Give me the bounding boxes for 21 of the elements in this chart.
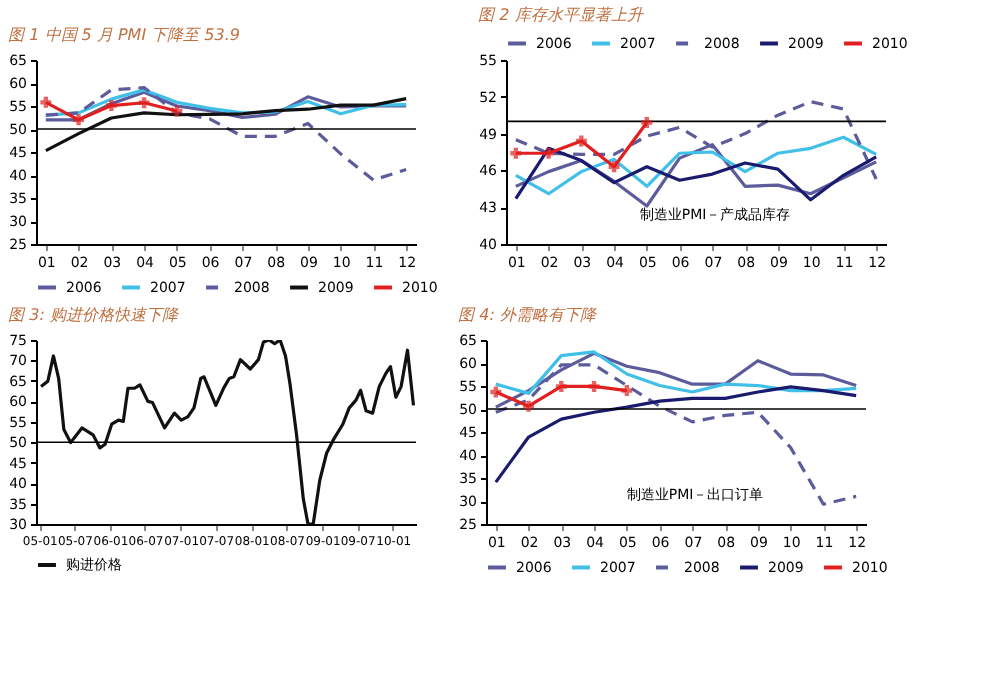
point: [555, 380, 567, 392]
point: [105, 100, 117, 112]
chart-title: 图 3: 购进价格快速下降: [8, 306, 180, 324]
point: [575, 135, 587, 147]
point: [543, 147, 555, 159]
point: [523, 400, 535, 412]
chart-title: 图 4: 外需略有下降: [458, 306, 598, 324]
point: [171, 105, 183, 117]
point: [40, 96, 52, 108]
point: [588, 380, 600, 392]
point: [621, 385, 633, 397]
chart-title: 图 1 中国 5 月 PMI 下降至 53.9: [8, 26, 240, 44]
point: [510, 147, 522, 159]
chart-title: 图 2 库存水平显著上升: [478, 6, 645, 24]
line-series: [494, 385, 858, 484]
line-series: [514, 135, 878, 196]
point: [138, 97, 150, 109]
point: [608, 161, 620, 173]
point: [641, 117, 653, 129]
point: [73, 114, 85, 126]
line-series: [44, 97, 408, 153]
